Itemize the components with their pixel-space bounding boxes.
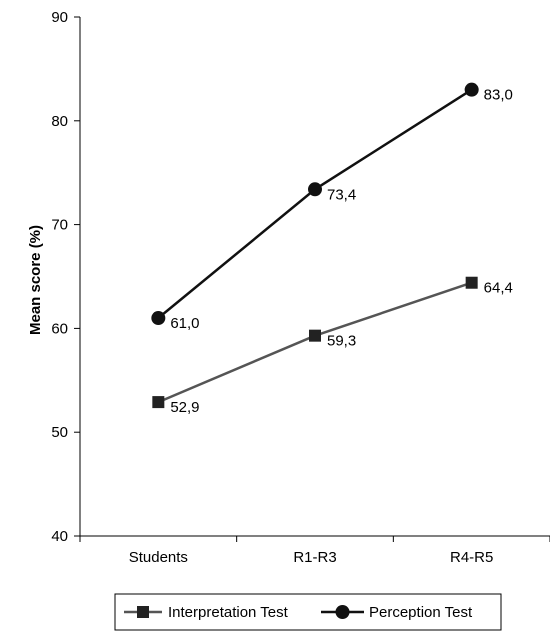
series-line: [157, 88, 473, 319]
y-tick-label: 60: [51, 320, 68, 337]
legend-circle-marker: [335, 605, 350, 619]
data-label: 73,4: [327, 186, 356, 203]
x-tick-label: R1-R3: [293, 549, 336, 566]
legend-item: Perception Test: [321, 604, 473, 621]
series-layer: 52,9 59,3 64,4 61,0 73,4 83,0: [151, 82, 513, 416]
x-axis: Students R1-R3 R4-R5: [79, 535, 550, 566]
data-point: [152, 396, 165, 409]
data-label: 61,0: [170, 315, 199, 332]
data-point: [465, 276, 478, 289]
data-point: [151, 311, 166, 326]
y-tick-label: 50: [51, 424, 68, 441]
legend-label: Interpretation Test: [168, 604, 289, 621]
y-axis: 40 50 60 70 80 90: [51, 9, 81, 545]
y-axis-title: Mean score (%): [27, 225, 44, 335]
legend-item: Interpretation Test: [124, 604, 289, 621]
y-tick-label: 90: [51, 9, 68, 26]
legend-box: [114, 593, 502, 631]
legend-label: Perception Test: [369, 604, 473, 621]
series-line: [157, 281, 473, 404]
data-label: 59,3: [327, 333, 356, 350]
y-tick-label: 80: [51, 113, 68, 130]
y-tick-label: 40: [51, 528, 68, 545]
y-tick-label: 70: [51, 217, 68, 234]
x-tick-label: Students: [129, 549, 188, 566]
legend-square-marker: [137, 606, 149, 618]
legend: Interpretation Test Perception Test: [114, 593, 502, 631]
data-label: 64,4: [484, 280, 513, 297]
data-point: [309, 329, 321, 342]
data-point: [308, 182, 322, 197]
data-label: 83,0: [484, 87, 513, 104]
series-interpretation-test: 52,9 59,3 64,4: [152, 276, 513, 416]
x-tick-label: R4-R5: [450, 549, 493, 566]
data-point: [464, 82, 479, 97]
data-label: 52,9: [170, 399, 199, 416]
series-perception-test: 61,0 73,4 83,0: [151, 82, 513, 332]
